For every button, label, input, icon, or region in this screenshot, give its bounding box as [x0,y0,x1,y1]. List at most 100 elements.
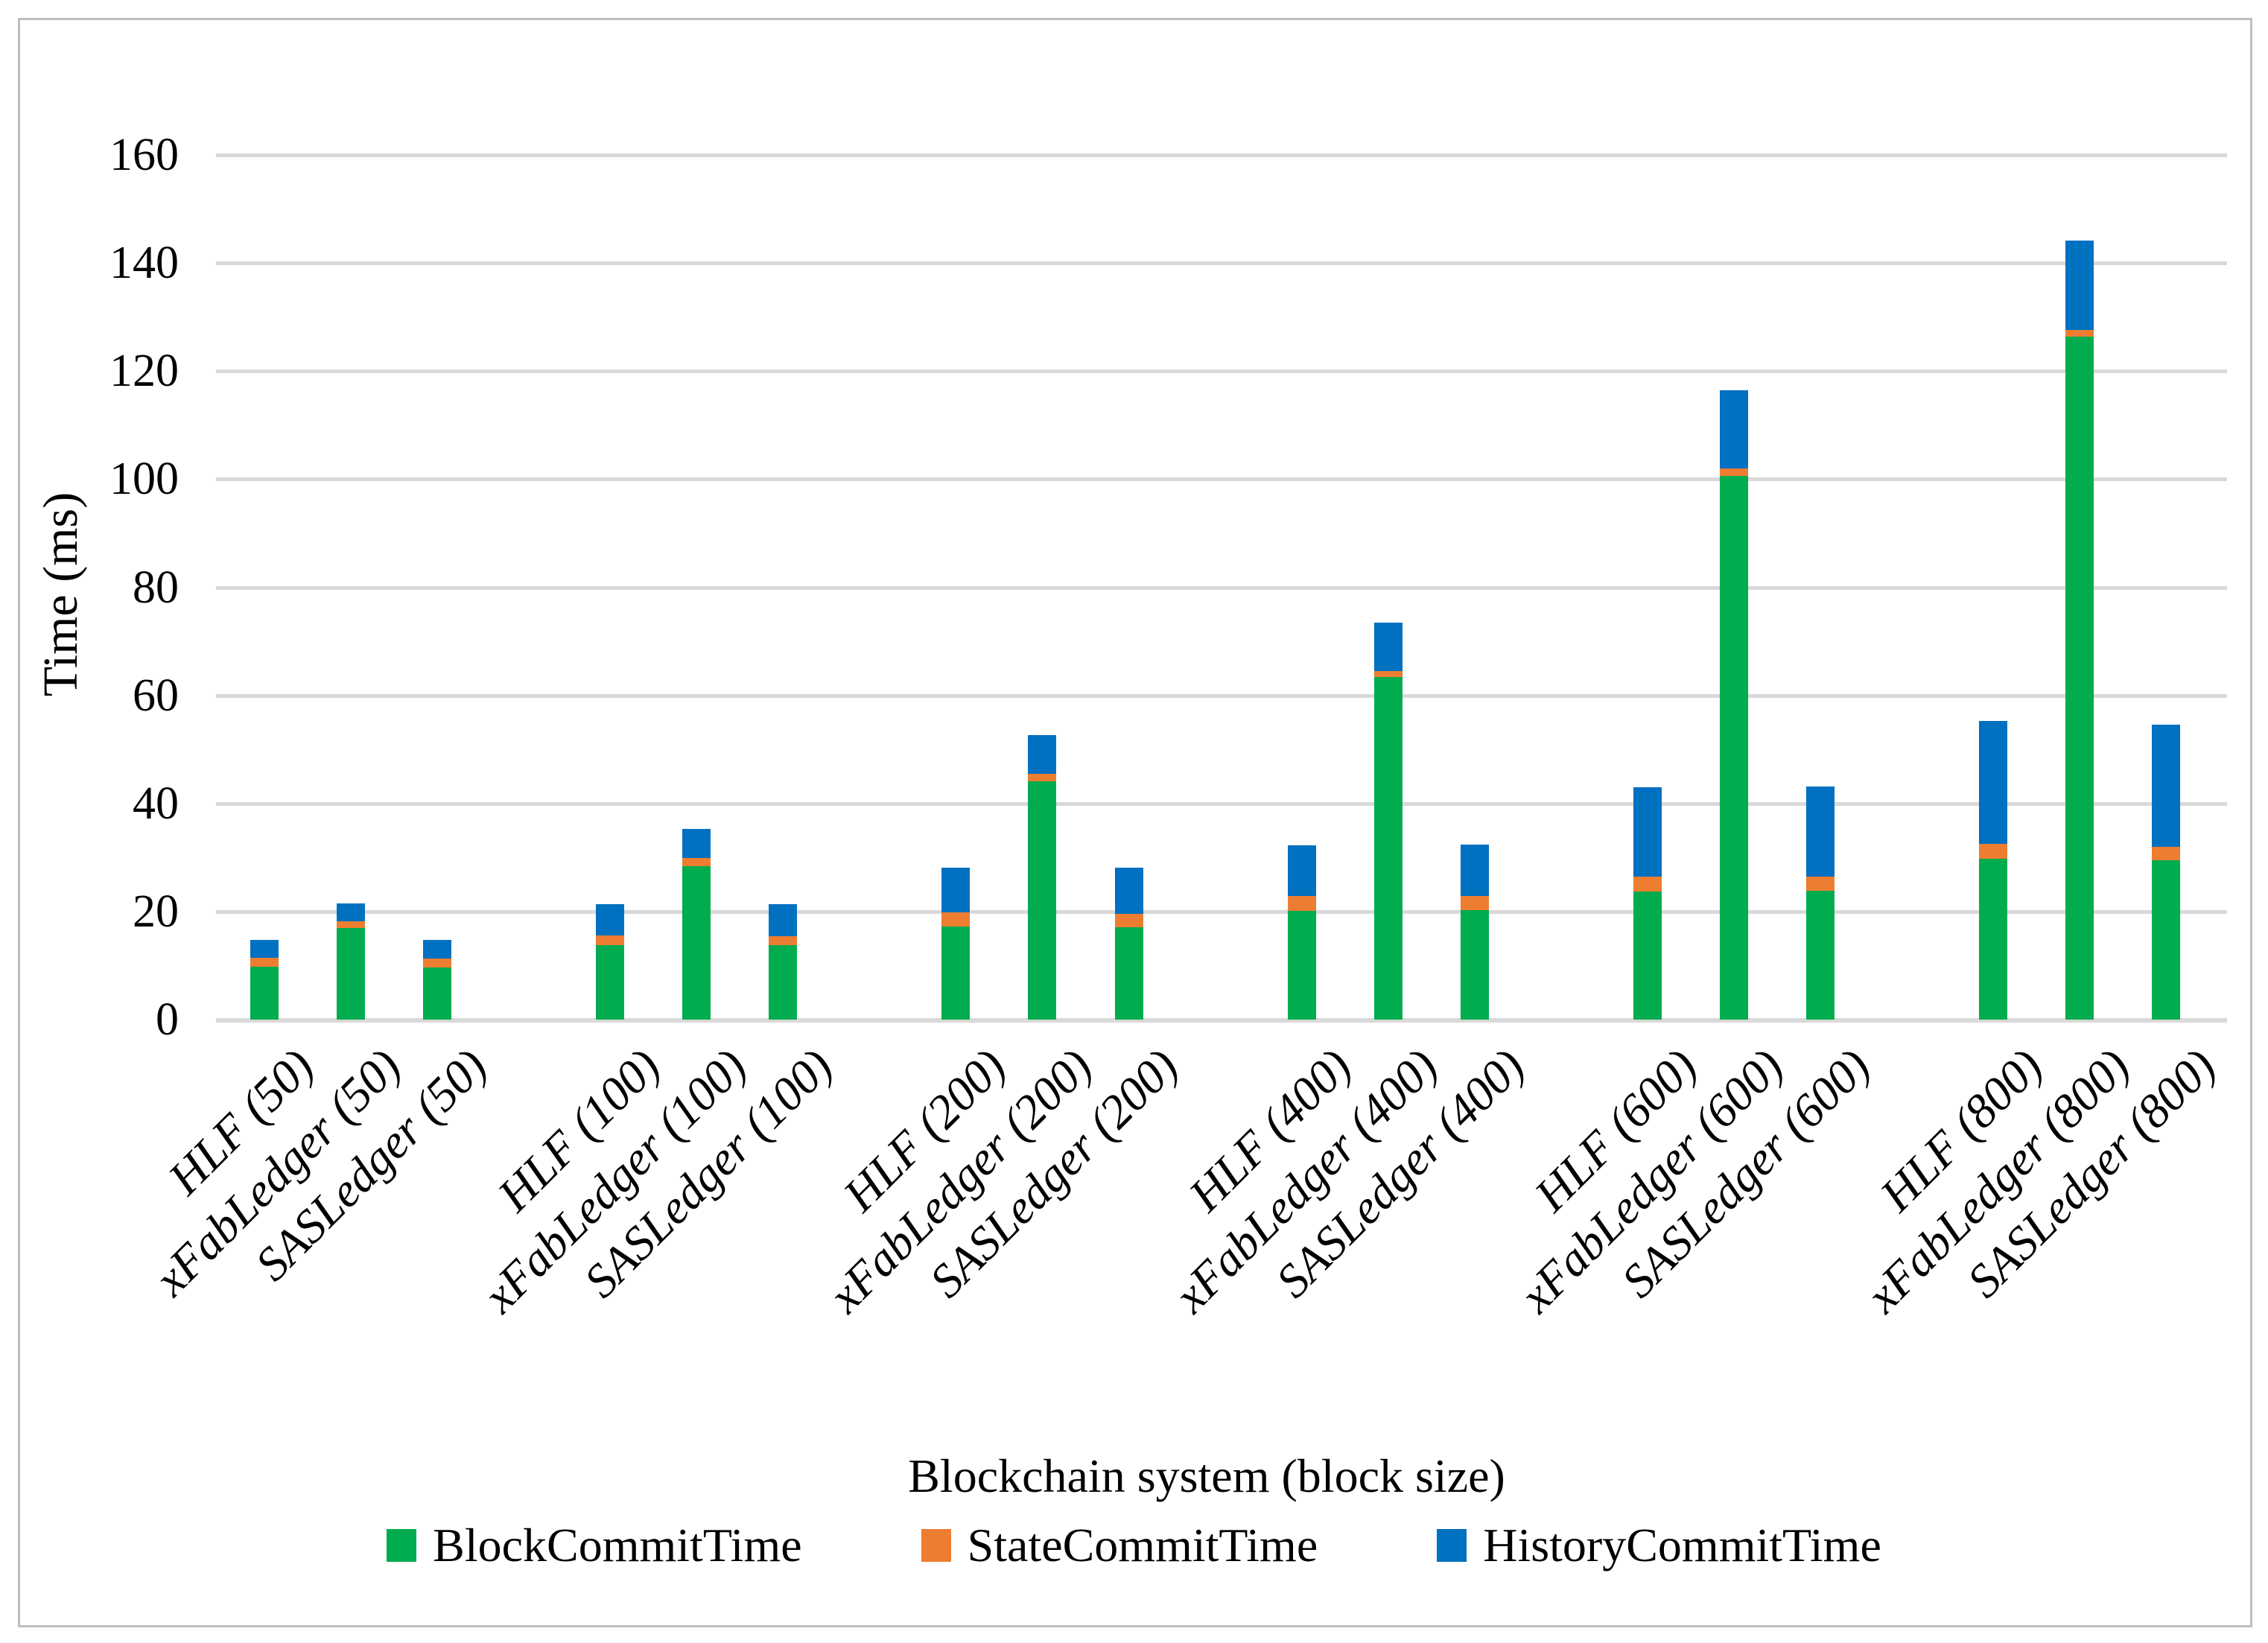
bar-sasledger-400 [1461,844,1489,1020]
segment-blockcommittime [769,945,797,1020]
segment-blockcommittime [1115,927,1143,1020]
bar-hlf-200 [941,868,970,1020]
bar-hlf-100 [596,904,624,1020]
segment-historycommittime [423,940,451,959]
legend: BlockCommitTime StateCommitTime HistoryCom… [0,1519,2268,1572]
legend-label: BlockCommitTime [433,1519,802,1572]
legend-item-statecommittime: StateCommitTime [921,1519,1318,1572]
gridline-100 [216,477,2227,481]
segment-statecommittime [941,912,970,927]
segment-statecommittime [337,921,365,928]
segment-historycommittime [1374,622,1403,671]
segment-historycommittime [1720,390,1748,469]
bar-xfabledger-200 [1028,735,1056,1020]
gridline-40 [216,802,2227,806]
segment-statecommittime [1461,895,1489,910]
segment-statecommittime [1288,895,1316,912]
bar-hlf-600 [1633,787,1662,1020]
segment-statecommittime [596,935,624,945]
segment-blockcommittime [1806,891,1835,1020]
legend-swatch-icon [1437,1529,1467,1562]
segment-historycommittime [250,940,279,959]
bar-xfabledger-50 [337,903,365,1020]
y-axis-title: Time (ms) [34,492,88,697]
segment-statecommittime [1115,913,1143,927]
y-tick-label-120: 120 [109,346,179,396]
segment-blockcommittime [1979,858,2007,1020]
bar-sasledger-50 [423,940,451,1020]
gridline-140 [216,261,2227,265]
chart-border [18,18,2252,1627]
bar-hlf-400 [1288,845,1316,1020]
y-tick-label-0: 0 [156,994,179,1045]
y-tick-label-100: 100 [109,454,179,504]
segment-historycommittime [1461,844,1489,896]
segment-blockcommittime [2065,337,2094,1020]
y-tick-label-40: 40 [133,778,179,829]
segment-blockcommittime [941,927,970,1020]
y-tick-label-160: 160 [109,130,179,180]
segment-blockcommittime [1461,909,1489,1020]
bar-sasledger-600 [1806,786,1835,1020]
x-axis-title: Blockchain system (block size) [908,1449,1505,1502]
segment-statecommittime [1633,876,1662,892]
segment-statecommittime [1806,876,1835,892]
segment-blockcommittime [1028,781,1056,1020]
bar-hlf-50 [250,940,279,1020]
legend-swatch-icon [921,1529,951,1562]
segment-historycommittime [596,904,624,935]
segment-historycommittime [1979,721,2007,845]
bar-xfabledger-600 [1720,390,1748,1020]
legend-swatch-icon [387,1529,417,1562]
y-tick-label-20: 20 [133,886,179,937]
segment-historycommittime [2065,241,2094,331]
x-axis-line [216,1018,2227,1023]
segment-blockcommittime [1288,911,1316,1020]
segment-blockcommittime [423,967,451,1020]
bar-sasledger-800 [2152,725,2180,1020]
segment-blockcommittime [337,927,365,1020]
bar-xfabledger-800 [2065,241,2094,1020]
gridline-160 [216,153,2227,157]
segment-blockcommittime [1720,475,1748,1020]
segment-historycommittime [2152,725,2180,847]
legend-item-blockcommittime: BlockCommitTime [387,1519,802,1572]
gridline-120 [216,369,2227,373]
y-tick-label-60: 60 [133,670,179,721]
segment-historycommittime [1115,868,1143,914]
gridline-80 [216,586,2227,590]
segment-blockcommittime [596,944,624,1020]
segment-statecommittime [2152,846,2180,861]
bar-xfabledger-100 [682,829,711,1020]
segment-historycommittime [769,903,797,936]
segment-historycommittime [337,903,365,921]
segment-historycommittime [1633,787,1662,877]
segment-statecommittime [1979,844,2007,859]
y-tick-label-80: 80 [133,562,179,613]
segment-statecommittime [1720,468,1748,476]
segment-statecommittime [423,959,451,967]
segment-historycommittime [682,829,711,859]
bar-xfabledger-400 [1374,622,1403,1020]
legend-item-historycommittime: HistoryCommitTime [1437,1519,1881,1572]
segment-statecommittime [682,858,711,867]
bar-hlf-800 [1979,721,2007,1020]
segment-statecommittime [769,935,797,946]
segment-statecommittime [1028,773,1056,781]
gridline-60 [216,694,2227,698]
segment-historycommittime [1028,735,1056,774]
segment-historycommittime [1806,786,1835,877]
segment-blockcommittime [2152,860,2180,1020]
bar-sasledger-100 [769,903,797,1020]
segment-historycommittime [941,868,970,913]
legend-label: HistoryCommitTime [1483,1519,1881,1572]
segment-statecommittime [2065,330,2094,337]
segment-blockcommittime [1633,892,1662,1020]
bar-sasledger-200 [1115,868,1143,1020]
y-tick-label-140: 140 [109,238,179,288]
segment-statecommittime [250,958,279,967]
segment-blockcommittime [250,966,279,1020]
segment-blockcommittime [1374,677,1403,1020]
gridline-20 [216,910,2227,914]
